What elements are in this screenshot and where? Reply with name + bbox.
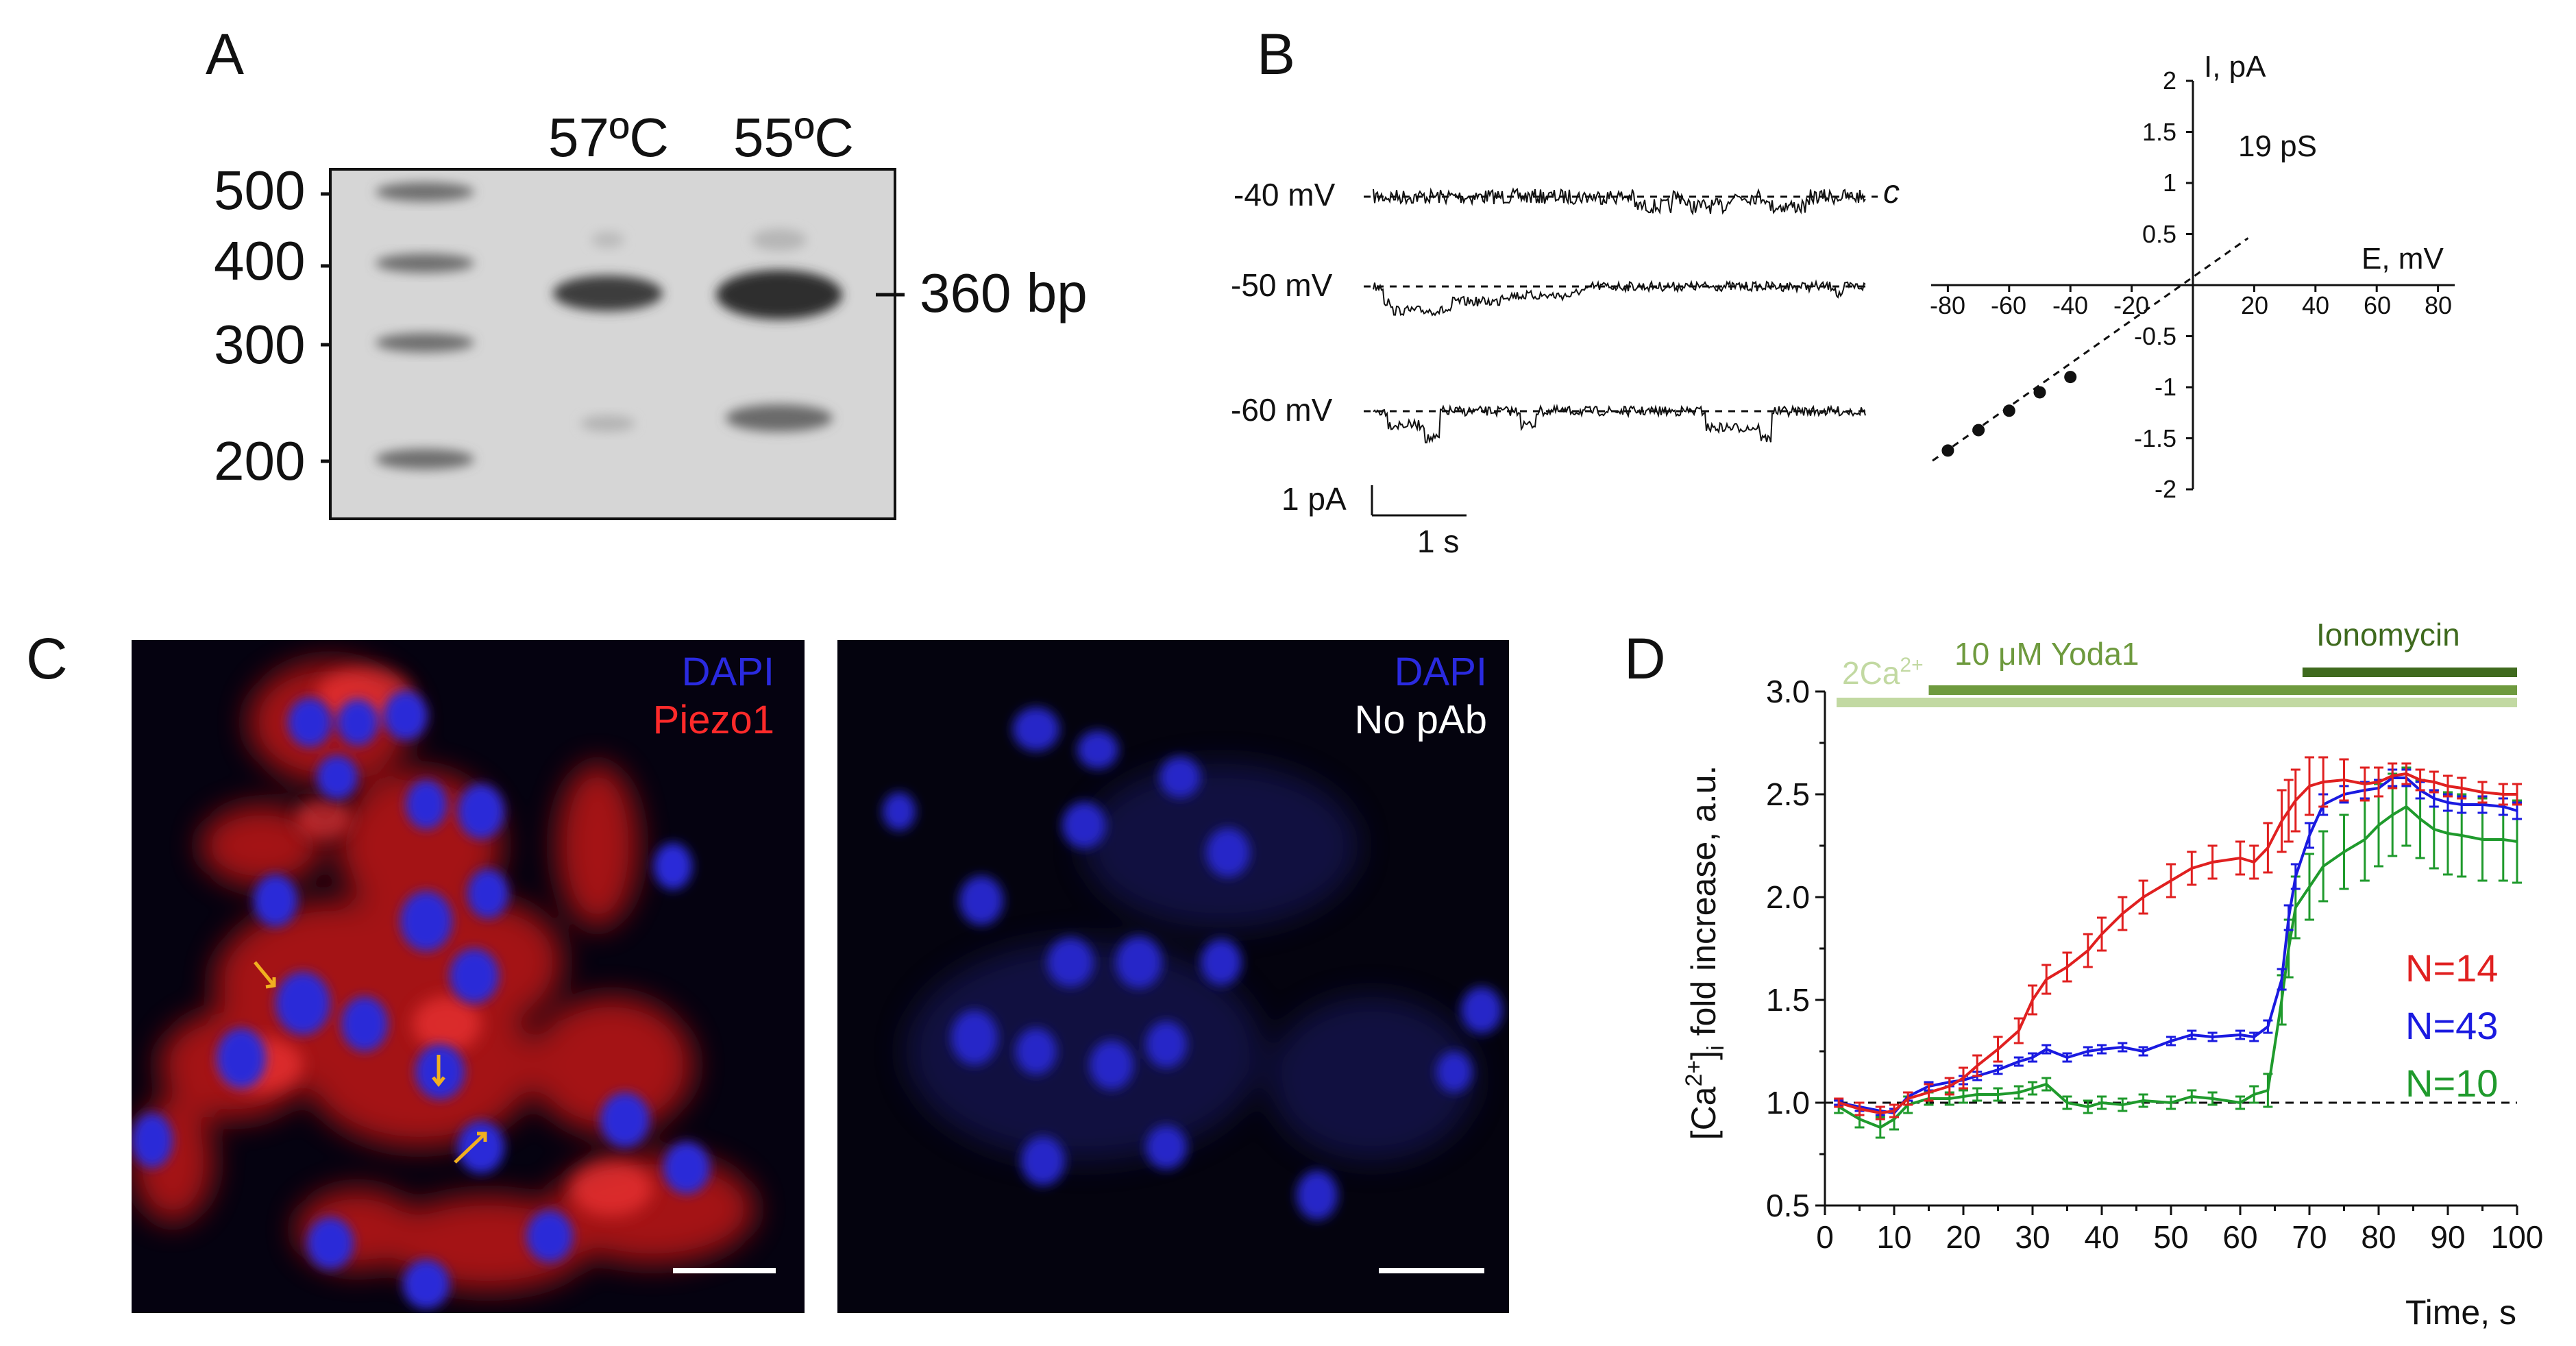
closed-state-label: c <box>1883 174 1900 210</box>
marker-label-400: 400 <box>214 230 305 291</box>
d-y-tick-label: 1.5 <box>1766 982 1810 1018</box>
iv-points <box>1941 371 2077 457</box>
d-x-tick-label: 50 <box>2153 1219 2188 1255</box>
marker-label-300: 300 <box>214 314 305 375</box>
d-y-tick-label: 3.0 <box>1766 674 1810 709</box>
dapi-label-right: DAPI <box>1395 650 1487 694</box>
micrograph-piezo1 <box>132 640 805 1313</box>
current-trace-60mv <box>1373 404 1866 444</box>
panel-label-b: B <box>1257 22 1295 86</box>
d-x-tick-label: 20 <box>1946 1219 1980 1255</box>
current-trace-40mv <box>1373 187 1866 216</box>
iv-x-tick: 20 <box>2241 291 2268 319</box>
series-line <box>1838 772 2517 1115</box>
iv-y-tick: 2 <box>2163 66 2176 95</box>
annotation-arrows <box>254 961 487 1164</box>
d-series <box>1834 756 2522 1139</box>
d-tick-labels: 0 10 20 30 40 50 60 70 80 90 100 0.5 1.0 1.5 2.0 2.5 3.0 <box>1766 674 2543 1255</box>
d-y-tick-label: 0.5 <box>1766 1188 1810 1223</box>
bar-2ca <box>1837 698 2517 707</box>
panel-label-c: C <box>26 626 68 691</box>
d-x-tick-label: 70 <box>2292 1219 2327 1255</box>
iv-y-tick: -1.5 <box>2134 424 2176 452</box>
d-x-tick-label: 90 <box>2430 1219 2465 1255</box>
lane-label-57: 57ºC <box>548 107 669 168</box>
iv-y-tick: 1.5 <box>2142 118 2176 146</box>
iv-point <box>2002 404 2015 417</box>
iv-fit-line <box>1932 237 2249 462</box>
iv-x-label: E, mV <box>2362 242 2444 276</box>
d-y-tick-label: 2.5 <box>1766 776 1810 812</box>
lane-label-55: 55ºC <box>733 107 854 168</box>
iv-x-tick: -40 <box>2052 291 2088 319</box>
closed-level-lines <box>1364 195 1878 413</box>
iv-ticks <box>1946 79 2440 491</box>
gel-bands <box>376 182 842 469</box>
panel-label-a: A <box>206 22 244 86</box>
d-x-tick-label: 40 <box>2084 1219 2119 1255</box>
iv-y-tick: -1 <box>2155 373 2176 401</box>
iv-y-tick: 1 <box>2163 169 2176 197</box>
panel-b: B -40 mV -50 mV -60 mV c 1 pA 1 s -80 -6… <box>1231 22 2455 559</box>
d-y-tick-label: 2.0 <box>1766 879 1810 915</box>
panel-label-d: D <box>1624 626 1666 691</box>
bar-label-ionomycin: Ionomycin <box>2316 617 2460 652</box>
d-x-tick-label: 80 <box>2361 1219 2396 1255</box>
iv-x-tick: 80 <box>2425 291 2452 319</box>
d-x-tick-label: 30 <box>2015 1219 2050 1255</box>
d-y-tick-label: 1.0 <box>1766 1085 1810 1121</box>
iv-x-tick: -20 <box>2113 291 2149 319</box>
iv-x-tick: 60 <box>2364 291 2391 319</box>
bar-ionomycin <box>2302 668 2517 677</box>
legend-n14: N=14 <box>2405 946 2498 990</box>
marker-label-500: 500 <box>214 160 305 221</box>
dapi-label-left: DAPI <box>682 650 774 694</box>
iv-y-tick: -0.5 <box>2134 322 2176 350</box>
d-x-tick-label: 60 <box>2222 1219 2257 1255</box>
iv-y-label: I, pA <box>2204 50 2266 84</box>
legend-n43: N=43 <box>2405 1004 2498 1047</box>
iv-x-tick: -60 <box>1991 291 2026 319</box>
micrograph-no-pab <box>837 640 1509 1313</box>
panel-d: D 2Ca2+ 10 μM Yoda1 Ionomycin 0 10 20 30 40 5… <box>1624 617 2543 1332</box>
d-x-tick-label: 10 <box>1876 1219 1911 1255</box>
legend-n10: N=10 <box>2405 1062 2498 1105</box>
iv-plot: -80 -60 -40 -20 20 40 60 80 2 1.5 1 0.5 … <box>1930 50 2455 503</box>
iv-point <box>1941 444 1954 457</box>
d-y-label: [Ca2+]i fold increase, a.u. <box>1681 766 1729 1140</box>
d-x-tick-label: 100 <box>2491 1219 2544 1255</box>
series-n-14 <box>1834 756 2522 1121</box>
iv-point <box>2033 386 2046 399</box>
scale-bar-y-label: 1 pA <box>1281 481 1347 517</box>
iv-x-tick: -80 <box>1930 291 1965 319</box>
no-pab-label: No pAb <box>1355 698 1487 742</box>
band-label: 360 bp <box>920 262 1088 323</box>
panel-c: C <box>26 626 1509 1313</box>
panel-a: A 57ºC 55ºC 500 400 300 200 360 bp <box>206 22 1088 520</box>
iv-y-tick: -2 <box>2155 475 2176 503</box>
trace-label-60: -60 mV <box>1231 392 1333 428</box>
d-x-label: Time, s <box>2405 1293 2516 1332</box>
current-trace-50mv <box>1373 279 1866 317</box>
iv-y-tick: 0.5 <box>2142 220 2176 248</box>
marker-label-200: 200 <box>214 430 305 491</box>
iv-point <box>2064 371 2077 384</box>
trace-label-50: -50 mV <box>1231 267 1333 303</box>
conductance-label: 19 pS <box>2238 130 2317 163</box>
bar-label-yoda1: 10 μM Yoda1 <box>1954 636 2139 672</box>
series-line <box>1838 805 2518 1129</box>
bar-yoda1 <box>1928 685 2517 695</box>
bar-label-2ca: 2Ca2+ <box>1842 654 1924 691</box>
scale-bar <box>1371 485 1467 517</box>
iv-point <box>1972 424 1985 437</box>
iv-x-tick: 40 <box>2302 291 2329 319</box>
scale-bar-x-label: 1 s <box>1417 524 1459 559</box>
piezo1-label: Piezo1 <box>653 698 774 742</box>
d-ticks <box>1815 690 2518 1215</box>
trace-label-40: -40 mV <box>1234 177 1336 212</box>
d-x-tick-label: 0 <box>1816 1219 1834 1255</box>
